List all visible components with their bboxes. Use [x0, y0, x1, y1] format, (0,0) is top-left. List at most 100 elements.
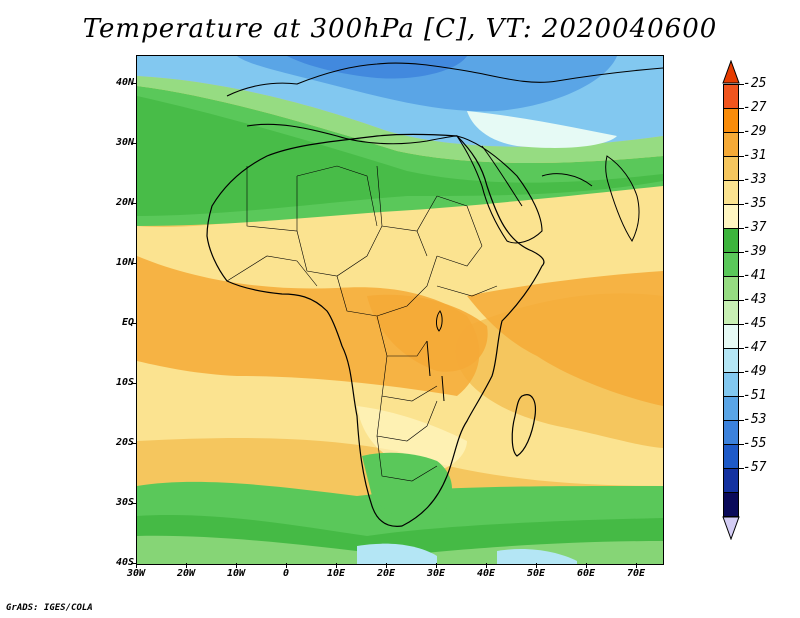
lat-tick-mark — [131, 323, 136, 324]
india-coastline — [605, 155, 640, 242]
colorbar-swatch — [723, 396, 739, 421]
map-title: Temperature at 300hPa [C], VT: 202004060… — [82, 14, 718, 44]
lon-tick-mark — [336, 563, 337, 568]
lake-victoria — [436, 310, 443, 332]
lat-tick-label: 40S — [115, 557, 134, 568]
colorbar-tick — [739, 276, 744, 277]
colorbar-label: -47 — [743, 340, 767, 355]
colorbar-label: -33 — [743, 172, 767, 187]
colorbar-tick — [739, 372, 744, 373]
colorbar-tick — [739, 132, 744, 133]
colorbar-tick — [739, 396, 744, 397]
lon-tick-label: 10E — [326, 568, 346, 579]
lon-tick-mark — [186, 563, 187, 568]
colorbar-swatch — [723, 252, 739, 277]
colorbar-tick — [739, 300, 744, 301]
lat-tick-mark — [131, 383, 136, 384]
colorbar-swatch — [723, 348, 739, 373]
colorbar-swatch — [723, 180, 739, 205]
lon-tick-label: 50E — [526, 568, 546, 579]
lon-tick-mark — [486, 563, 487, 568]
lon-tick-label: 20W — [176, 568, 196, 579]
lat-tick-label: 30S — [115, 497, 134, 508]
colorbar-swatch — [723, 420, 739, 445]
colorbar-swatch — [723, 228, 739, 253]
map-panel — [136, 55, 664, 565]
colorbar-label: -41 — [743, 268, 767, 283]
colorbar-tick — [739, 180, 744, 181]
colorbar-swatch — [723, 300, 739, 325]
mediterranean-shore — [246, 123, 458, 145]
colorbar-label: -55 — [743, 436, 767, 451]
colorbar-top-arrow — [722, 60, 740, 84]
colorbar-swatch — [723, 444, 739, 469]
colorbar-swatch — [723, 156, 739, 181]
lon-tick-mark — [536, 563, 537, 568]
colorbar-swatch — [723, 492, 739, 517]
lon-tick-mark — [386, 563, 387, 568]
colorbar-tick — [739, 228, 744, 229]
temperature-field — [137, 56, 663, 564]
lon-tick-label: 30E — [426, 568, 446, 579]
lon-tick-label: 60E — [576, 568, 596, 579]
colorbar-swatch — [723, 132, 739, 157]
lat-tick-mark — [131, 143, 136, 144]
field-band-35-south — [357, 406, 467, 472]
lat-tick-label: 20S — [115, 437, 134, 448]
colorbar-label: -25 — [743, 76, 767, 91]
lon-tick-mark — [586, 563, 587, 568]
colorbar-swatch — [723, 372, 739, 397]
lat-tick-mark — [131, 203, 136, 204]
lon-tick-label: 10W — [226, 568, 246, 579]
colorbar-label: -29 — [743, 124, 767, 139]
colorbar-label: -51 — [743, 388, 767, 403]
colorbar-label: -27 — [743, 100, 767, 115]
colorbar-tick — [739, 252, 744, 253]
lon-tick-mark — [436, 563, 437, 568]
lon-tick-label: 30W — [126, 568, 146, 579]
lat-tick-label: 30N — [115, 137, 134, 148]
colorbar-tick — [739, 468, 744, 469]
colorbar-tick — [739, 108, 744, 109]
lat-tick-label: 40N — [115, 77, 134, 88]
lon-tick-mark — [236, 563, 237, 568]
field-band-43-north — [467, 111, 617, 148]
madagascar-coastline — [511, 394, 537, 457]
lake-malawi — [441, 375, 445, 402]
country-borders — [226, 165, 498, 482]
colorbar-label: -45 — [743, 316, 767, 331]
colorbar-swatch — [723, 204, 739, 229]
colorbar-tick — [739, 420, 744, 421]
field-band-31-central — [367, 294, 488, 372]
colorbar-tick — [739, 156, 744, 157]
colorbar-swatch — [723, 468, 739, 493]
lat-tick-label: 10N — [115, 257, 134, 268]
lon-tick-label: 40E — [476, 568, 496, 579]
colorbar-label: -49 — [743, 364, 767, 379]
lat-tick-mark — [131, 443, 136, 444]
colorbar-tick — [739, 444, 744, 445]
lat-tick-label: 20N — [115, 197, 134, 208]
lat-tick-mark — [131, 563, 136, 564]
colorbar-tick — [739, 84, 744, 85]
colorbar-bottom-triangle — [722, 516, 740, 540]
colorbar-bottom-arrow — [722, 516, 740, 540]
credit-label: GrADS: IGES/COLA — [6, 603, 93, 613]
colorbar-label: -57 — [743, 460, 767, 475]
arabia-coastline — [455, 135, 543, 244]
field-band-31-west — [137, 256, 480, 396]
lat-tick-mark — [131, 503, 136, 504]
lat-tick-mark — [131, 83, 136, 84]
field-band-45-south-east — [497, 549, 577, 564]
lon-tick-label: 70E — [626, 568, 646, 579]
colorbar-label: -39 — [743, 244, 767, 259]
lat-tick-label: EQ — [121, 317, 134, 328]
lon-tick-mark — [136, 563, 137, 568]
colorbar-label: -31 — [743, 148, 767, 163]
colorbar-tick — [739, 204, 744, 205]
colorbar-label: -53 — [743, 412, 767, 427]
colorbar-label: -37 — [743, 220, 767, 235]
lon-tick-mark — [286, 563, 287, 568]
lat-tick-label: 10S — [115, 377, 134, 388]
europe-coastline — [226, 62, 663, 97]
